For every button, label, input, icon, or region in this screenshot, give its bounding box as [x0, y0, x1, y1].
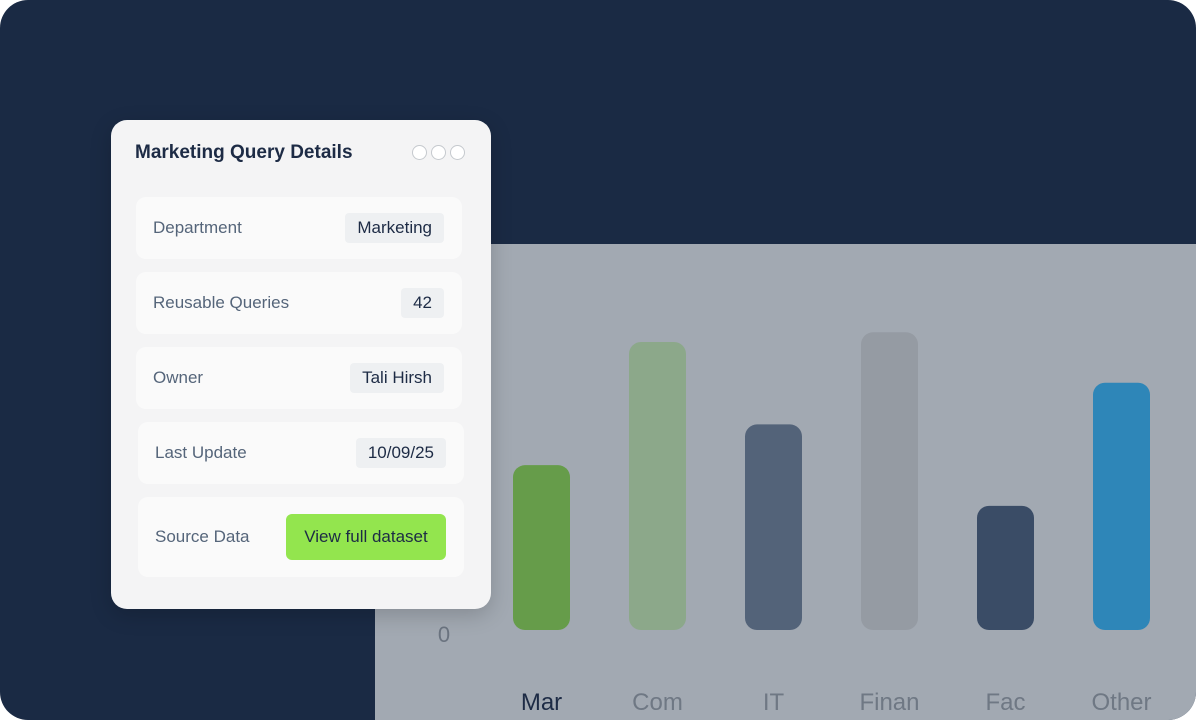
reusable-queries-value: 42	[401, 288, 444, 318]
reusable-queries-label: Reusable Queries	[153, 293, 290, 312]
view-full-dataset-button[interactable]: View full dataset	[286, 514, 446, 560]
x-tick-label: Other	[1091, 689, 1151, 716]
owner-label: Owner	[153, 368, 204, 387]
detail-row-department: Department Marketing	[136, 197, 462, 259]
detail-row-reusable-queries: Reusable Queries 42	[136, 272, 462, 334]
query-details-card: Marketing Query Details Department Marke…	[111, 120, 491, 609]
bar-finan[interactable]	[861, 332, 918, 630]
window-dot-icon[interactable]	[431, 145, 446, 160]
x-tick-label: Mar	[521, 689, 562, 716]
window-dot-icon[interactable]	[412, 145, 427, 160]
x-tick-label: Com	[632, 689, 683, 716]
bar-chart: Mar Com IT Finan Fac Other 0	[438, 332, 1152, 716]
bar-other[interactable]	[1093, 382, 1150, 630]
source-data-label: Source Data	[155, 527, 250, 546]
last-update-value: 10/09/25	[355, 438, 446, 468]
bar-com[interactable]	[629, 342, 686, 630]
detail-row-source-data: Source Data View full dataset	[138, 497, 464, 577]
bar-mar[interactable]	[513, 465, 570, 630]
department-label: Department	[153, 218, 242, 237]
bar-fac[interactable]	[977, 505, 1034, 630]
x-tick-label: IT	[763, 689, 785, 716]
y-tick-label: 0	[438, 622, 450, 647]
card-title: Marketing Query Details	[135, 142, 353, 163]
department-value: Marketing	[345, 213, 444, 243]
owner-value: Tali Hirsh	[350, 363, 444, 393]
x-tick-label: Fac	[985, 689, 1025, 716]
detail-row-owner: Owner Tali Hirsh	[136, 347, 462, 409]
bar-it[interactable]	[745, 424, 802, 630]
chart-panel: Mar Com IT Finan Fac Other 0	[375, 244, 1196, 720]
x-tick-label: Finan	[859, 689, 919, 716]
last-update-label: Last Update	[155, 443, 247, 462]
detail-row-last-update: Last Update 10/09/25	[138, 422, 464, 484]
window-controls	[412, 145, 465, 160]
window-dot-icon[interactable]	[450, 145, 465, 160]
